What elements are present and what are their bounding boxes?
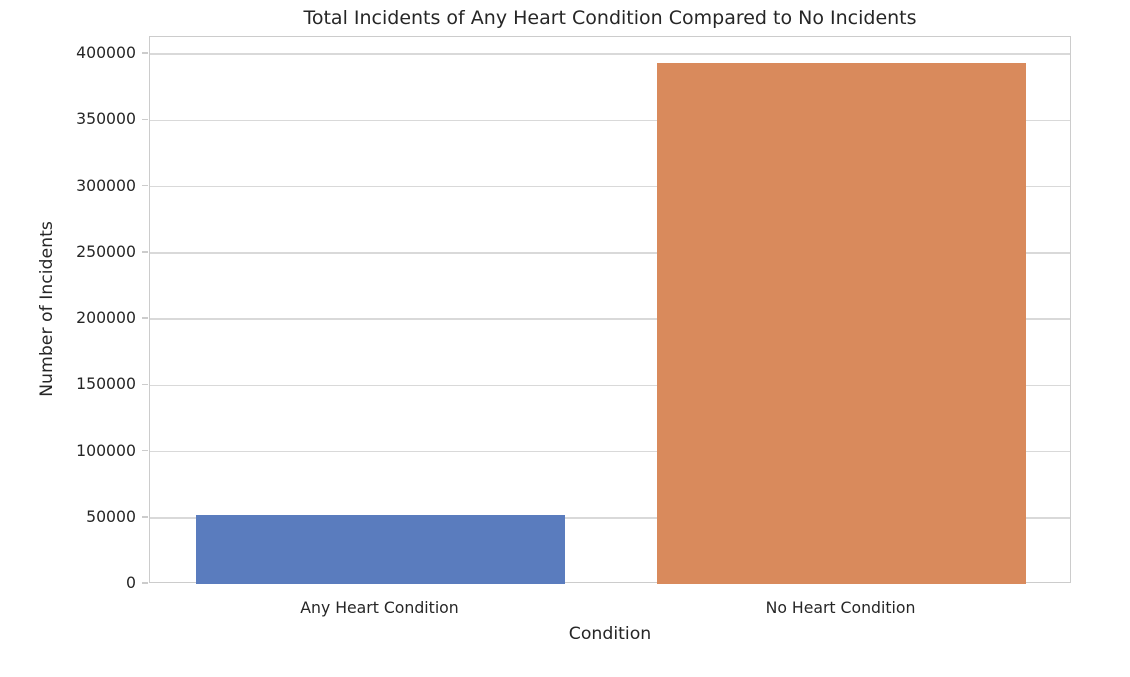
y-tick-label: 400000 [76,43,136,63]
chart-title: Total Incidents of Any Heart Condition C… [303,7,917,29]
y-tick-label: 250000 [76,241,136,261]
x-tick-label: Any Heart Condition [300,598,459,617]
y-tick [142,383,148,386]
y-tick [142,317,148,319]
gridline [150,53,1070,55]
gridline [150,185,1070,188]
y-tick-label: 100000 [76,440,136,460]
bar-no-heart-condition [657,63,1026,584]
gridline [150,318,1070,320]
y-tick [142,582,148,584]
gridline [150,516,1070,519]
bar-any-heart-condition [196,515,565,584]
plot-area [149,36,1071,584]
y-tick [142,52,148,54]
y-tick-label: 0 [126,573,136,592]
y-tick [142,515,148,518]
y-tick [142,118,148,121]
y-tick-label: 300000 [76,175,136,195]
x-axis-label: Condition [568,624,652,644]
gridline [150,450,1070,453]
y-tick-label: 150000 [76,374,136,394]
gridline [150,119,1070,122]
gridline [150,252,1070,254]
y-tick [142,184,148,187]
x-tick-label: No Heart Condition [765,598,916,617]
y-tick-label: 50000 [86,506,136,526]
y-tick-label: 200000 [76,308,136,328]
y-tick-label: 350000 [76,109,136,129]
y-tick [142,251,148,253]
y-tick [142,449,148,452]
gridline [150,384,1070,387]
